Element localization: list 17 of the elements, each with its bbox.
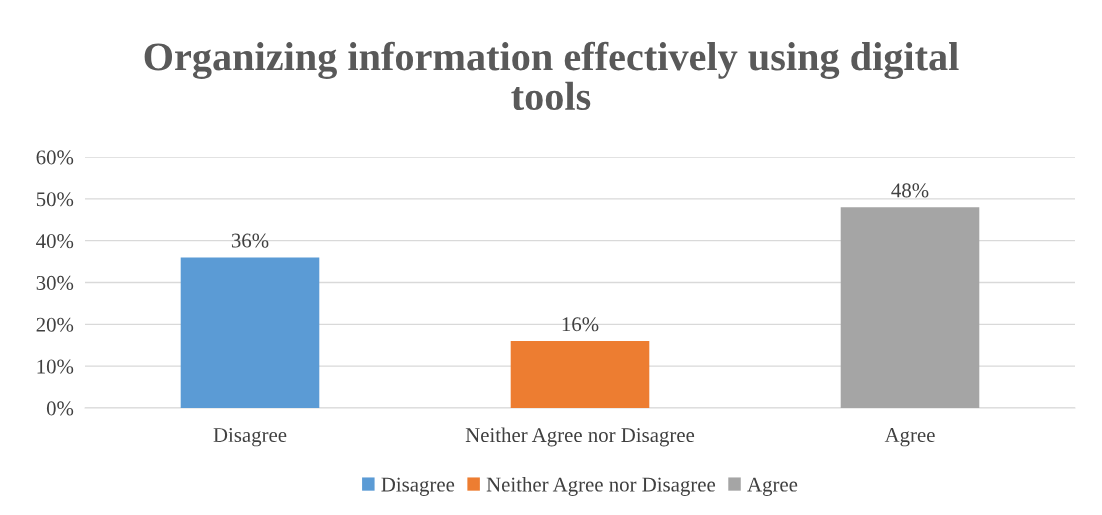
x-tick-label: Agree <box>884 428 935 447</box>
x-tick-label: Disagree <box>213 428 287 447</box>
y-tick-label: 30% <box>36 275 74 290</box>
y-tick-label: 20% <box>36 317 74 332</box>
data-label: 36% <box>231 233 269 248</box>
chart-title: Organizing information effectively using digital tools <box>144 41 959 111</box>
legend-label: Neither Agree nor Disagree <box>486 476 716 496</box>
legend-label: Agree <box>747 477 798 496</box>
legend-label: Disagree <box>381 477 455 496</box>
y-tick-label: 10% <box>37 359 74 374</box>
y-tick-label: 50% <box>36 192 74 207</box>
y-tick-label: 0% <box>46 401 74 416</box>
y-tick-label: 40% <box>36 234 74 249</box>
x-tick-label: Neither Agree nor Disagree <box>465 427 695 447</box>
data-label: 48% <box>891 183 929 198</box>
y-tick-label: 60% <box>36 150 74 165</box>
data-label: 16% <box>562 317 599 332</box>
